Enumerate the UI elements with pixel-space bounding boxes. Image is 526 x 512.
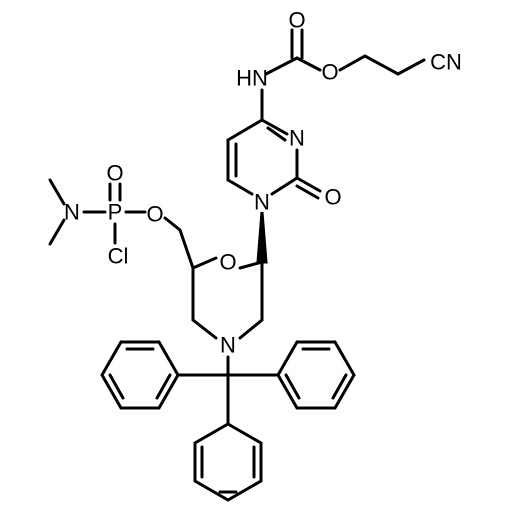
- atom-label: O: [106, 161, 123, 186]
- atom-label: N: [64, 200, 80, 225]
- atom-labels: O HN O CN N O N O N P O Cl O N: [64, 8, 462, 358]
- atom-label: HN: [236, 66, 268, 91]
- atom-label: N: [289, 126, 305, 151]
- atom-label: P: [108, 200, 123, 225]
- atom-label: O: [288, 8, 305, 33]
- atom-label: O: [219, 250, 236, 275]
- atom-label: N: [220, 333, 236, 358]
- atom-label: Cl: [108, 244, 129, 269]
- atom-label: CN: [430, 50, 462, 75]
- atom-label: O: [324, 185, 341, 210]
- bonds: [48, 28, 426, 502]
- atom-label: O: [146, 202, 163, 227]
- atom-label: N: [254, 190, 270, 215]
- atom-label: O: [321, 60, 338, 85]
